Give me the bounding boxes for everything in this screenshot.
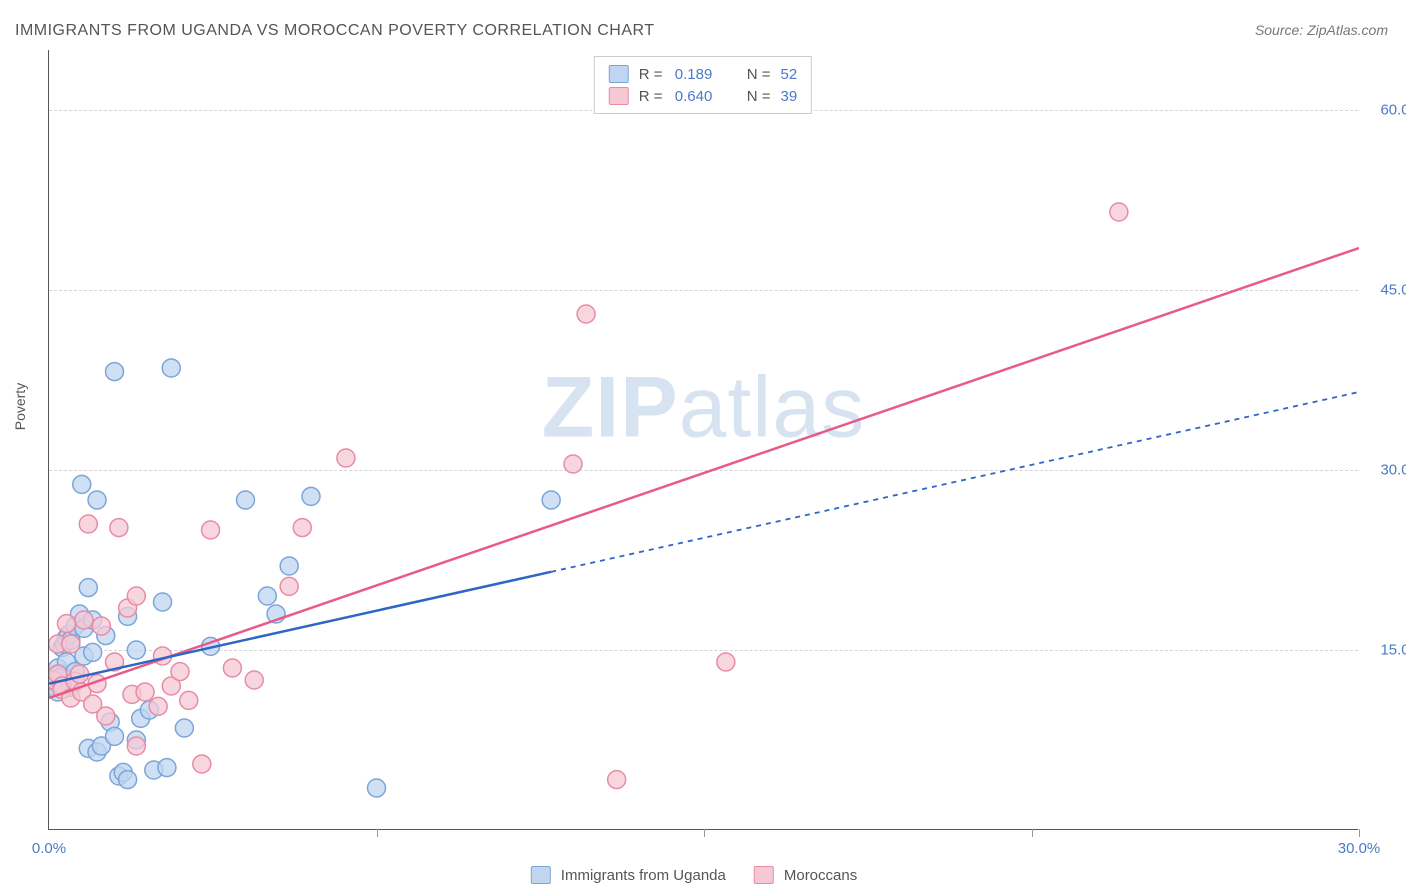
data-point <box>180 691 198 709</box>
data-point <box>73 475 91 493</box>
data-point <box>57 615 75 633</box>
chart-container: IMMIGRANTS FROM UGANDA VS MOROCCAN POVER… <box>0 0 1406 892</box>
data-point <box>92 617 110 635</box>
data-point <box>1110 203 1128 221</box>
plot-area: ZIPatlas 15.0%30.0%45.0%60.0%0.0%30.0% <box>48 50 1358 830</box>
data-point <box>302 487 320 505</box>
legend-row-uganda: R = 0.189 N = 52 <box>609 63 797 85</box>
data-point <box>106 727 124 745</box>
data-point <box>127 587 145 605</box>
y-axis-label: Poverty <box>12 383 28 430</box>
data-point <box>193 755 211 773</box>
data-point <box>564 455 582 473</box>
data-point <box>79 579 97 597</box>
data-point <box>97 707 115 725</box>
data-point <box>368 779 386 797</box>
data-point <box>223 659 241 677</box>
x-tick <box>704 829 705 837</box>
legend-label: Immigrants from Uganda <box>561 867 726 884</box>
x-tick-label: 0.0% <box>32 840 66 857</box>
data-point <box>245 671 263 689</box>
swatch-icon <box>531 866 551 884</box>
data-point <box>608 771 626 789</box>
data-point <box>280 577 298 595</box>
trend-line-uganda-extrapolated <box>551 392 1359 572</box>
data-point <box>75 611 93 629</box>
data-point <box>162 359 180 377</box>
data-point <box>71 665 89 683</box>
data-point <box>149 697 167 715</box>
data-point <box>62 635 80 653</box>
x-tick <box>377 829 378 837</box>
data-point <box>542 491 560 509</box>
swatch-icon <box>754 866 774 884</box>
data-point <box>119 771 137 789</box>
data-point <box>127 641 145 659</box>
data-point <box>127 737 145 755</box>
data-point <box>154 593 172 611</box>
data-point <box>84 643 102 661</box>
data-point <box>337 449 355 467</box>
data-point <box>79 515 97 533</box>
data-point <box>237 491 255 509</box>
data-point <box>293 519 311 537</box>
legend-label: Moroccans <box>784 867 857 884</box>
source-attribution: Source: ZipAtlas.com <box>1255 22 1388 38</box>
data-point <box>88 491 106 509</box>
x-tick-label: 30.0% <box>1338 840 1381 857</box>
data-point <box>110 519 128 537</box>
legend-row-moroccans: R = 0.640 N = 39 <box>609 85 797 107</box>
data-point <box>202 521 220 539</box>
data-point <box>577 305 595 323</box>
y-tick-label: 30.0% <box>1380 462 1406 479</box>
data-point <box>258 587 276 605</box>
x-tick <box>1032 829 1033 837</box>
data-point <box>717 653 735 671</box>
chart-title: IMMIGRANTS FROM UGANDA VS MOROCCAN POVER… <box>15 22 655 40</box>
trend-line-moroccans <box>49 248 1359 698</box>
data-point <box>280 557 298 575</box>
data-point <box>171 663 189 681</box>
y-tick-label: 45.0% <box>1380 282 1406 299</box>
data-point <box>106 363 124 381</box>
correlation-legend: R = 0.189 N = 52 R = 0.640 N = 39 <box>594 56 812 114</box>
scatter-svg <box>49 50 1359 830</box>
series-legend: Immigrants from Uganda Moroccans <box>531 866 875 884</box>
trend-line-uganda <box>49 572 551 684</box>
y-tick-label: 60.0% <box>1380 102 1406 119</box>
x-tick <box>1359 829 1360 837</box>
swatch-icon <box>609 87 629 105</box>
data-point <box>158 759 176 777</box>
swatch-icon <box>609 65 629 83</box>
y-tick-label: 15.0% <box>1380 642 1406 659</box>
data-point <box>175 719 193 737</box>
data-point <box>136 683 154 701</box>
